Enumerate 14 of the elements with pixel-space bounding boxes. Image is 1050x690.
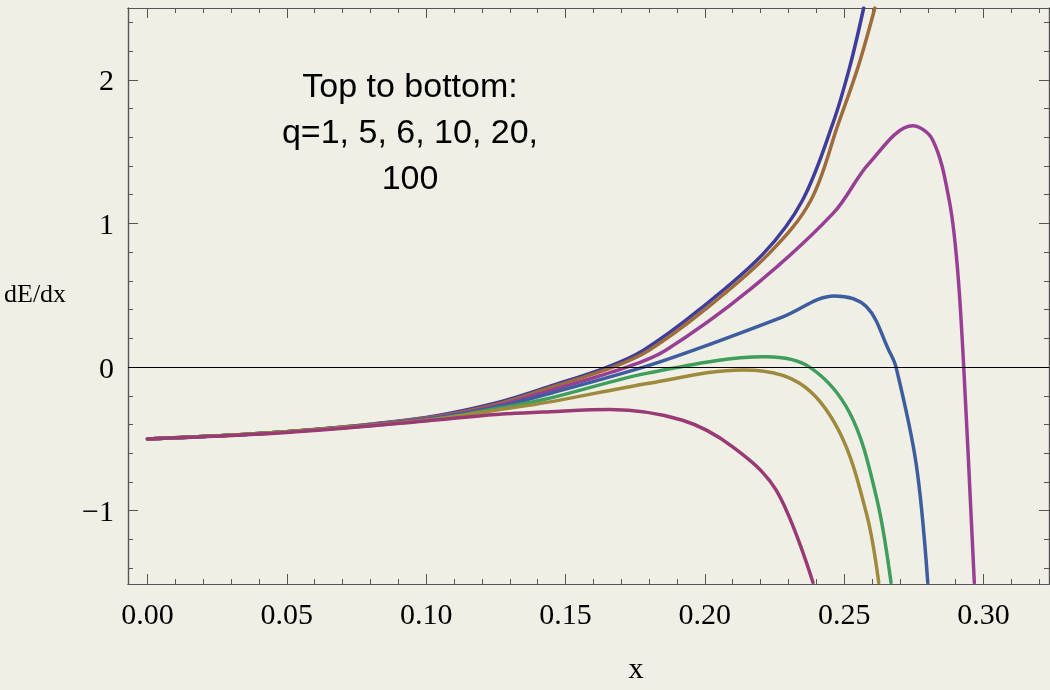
x-tick-label: 0.30 bbox=[957, 596, 1010, 630]
y-tick-label: 1 bbox=[99, 206, 114, 240]
y-tick-label: 0 bbox=[99, 350, 114, 384]
annotation: Top to bottom: q=1, 5, 6, 10, 20, 100 bbox=[281, 66, 539, 196]
y-tick-label: 2 bbox=[99, 63, 114, 97]
y-axis-title: dE/dx bbox=[4, 278, 67, 308]
x-tick-label: 0.20 bbox=[678, 596, 732, 630]
x-tick-label: 0.10 bbox=[399, 596, 453, 630]
x-axis-title: x bbox=[628, 650, 644, 684]
y-tick-label: −1 bbox=[82, 494, 114, 528]
x-tick-label: 0.05 bbox=[260, 596, 314, 630]
x-tick-label: 0.25 bbox=[817, 596, 871, 630]
x-tick-label: 0.00 bbox=[121, 596, 174, 630]
x-tick-label: 0.15 bbox=[539, 596, 592, 630]
